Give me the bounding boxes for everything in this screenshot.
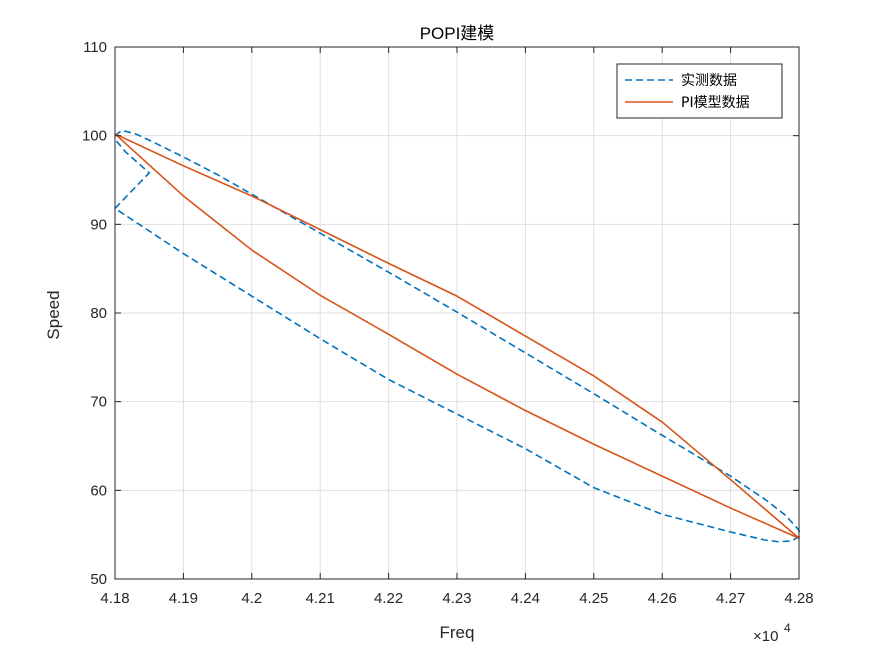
y-tick-labels: 50 60 70 80 90 100 110 <box>82 39 107 588</box>
legend-label-measured: 实测数据 <box>681 73 737 89</box>
x-exponent-base: ×10 <box>753 628 778 645</box>
x-axis-title: Freq <box>440 623 475 642</box>
x-tick-label: 4.28 <box>784 590 813 607</box>
y-tick-label: 90 <box>90 216 107 233</box>
x-exponent-label: ×10 4 <box>753 621 791 645</box>
legend: 实测数据 PI模型数据 <box>616 63 783 119</box>
x-tick-label: 4.19 <box>169 590 198 607</box>
y-tick-label: 80 <box>90 305 107 322</box>
chart-title: POPI建模 <box>420 24 495 43</box>
x-tick-label: 4.26 <box>648 590 677 607</box>
y-tick-label: 100 <box>82 128 107 145</box>
x-tick-label: 4.18 <box>100 590 129 607</box>
x-tick-label: 4.22 <box>374 590 403 607</box>
x-tick-label: 4.27 <box>716 590 745 607</box>
x-tick-label: 4.24 <box>511 590 540 607</box>
x-tick-labels: 4.18 4.19 4.2 4.21 4.22 4.23 4.24 4.25 4.26 4.27 4… <box>100 590 813 607</box>
y-tick-label: 70 <box>90 394 107 411</box>
legend-label-pi-model: PI模型数据 <box>681 95 750 111</box>
x-tick-label: 4.25 <box>579 590 608 607</box>
x-tick-label: 4.23 <box>442 590 471 607</box>
axis-ticks <box>114 46 800 580</box>
y-tick-label: 50 <box>90 571 107 588</box>
x-tick-label: 4.21 <box>306 590 335 607</box>
y-axis-title: Speed <box>44 290 63 339</box>
x-exponent-power: 4 <box>784 621 791 635</box>
legend-box <box>616 63 783 119</box>
y-tick-label: 60 <box>90 482 107 499</box>
y-tick-label: 110 <box>83 39 107 56</box>
series-line-measured <box>114 129 800 543</box>
x-tick-label: 4.2 <box>241 590 262 607</box>
